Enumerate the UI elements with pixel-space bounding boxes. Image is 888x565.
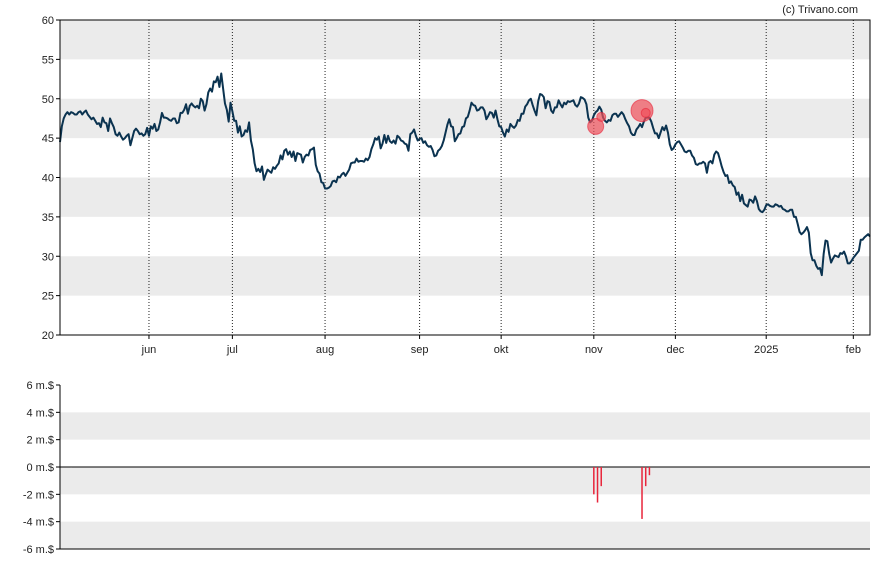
insider-marker [640, 107, 651, 118]
x-tick-label: 2025 [754, 344, 778, 356]
grid-band [60, 256, 870, 296]
x-tick-label: jul [226, 344, 238, 356]
price-x-axis: junjulaugsepoktnovdec2025febmrtapr [141, 335, 861, 356]
insider-bar [641, 467, 643, 519]
insider-grid-bands [60, 412, 870, 549]
y-tick-label: 35 [42, 212, 54, 224]
insider-trade-bars [70, 466, 651, 519]
x-tick-label: aug [316, 344, 334, 356]
copyright-text: (c) Trivano.com [782, 4, 858, 16]
y-tick-label: -4 m.$ [23, 517, 54, 529]
y-tick-label: 30 [42, 251, 54, 263]
x-tick-label: feb [846, 344, 861, 356]
price-grid-bands [60, 20, 870, 296]
insider-bar [70, 466, 72, 468]
insider-bar [600, 467, 602, 487]
y-tick-label: 25 [42, 291, 54, 303]
insider-trade-markers [587, 99, 654, 135]
insider-bar [644, 467, 647, 487]
insider-marker [587, 117, 605, 135]
y-tick-label: 45 [42, 133, 54, 145]
price-series-line [59, 72, 871, 277]
insider-bar [596, 467, 599, 503]
grid-band [60, 177, 870, 217]
grid-band [60, 412, 870, 440]
x-tick-label: dec [667, 344, 685, 356]
y-tick-label: 4 m.$ [26, 407, 54, 419]
y-tick-label: -2 m.$ [23, 489, 54, 501]
grid-band [60, 521, 870, 549]
price-y-axis: 20 25 30 35 40 45 50 55 60 [42, 15, 60, 342]
y-tick-label: 60 [42, 15, 54, 27]
x-tick-label: jun [141, 344, 157, 356]
insider-y-axis: 6 m.$ 4 m.$ 2 m.$ 0 m.$ -2 m.$ -4 m.$ -6 m.$ [23, 380, 60, 556]
y-tick-label: 0 m.$ [26, 462, 54, 474]
y-tick-label: -6 m.$ [23, 544, 54, 556]
insider-bar [593, 467, 595, 495]
y-tick-label: 20 [42, 330, 54, 342]
insider-marker [596, 111, 607, 122]
y-tick-label: 2 m.$ [26, 435, 54, 447]
y-tick-label: 40 [42, 173, 54, 185]
insider-bar [648, 467, 651, 476]
x-tick-label: nov [585, 344, 603, 356]
grid-band [60, 20, 870, 60]
grid-band [60, 467, 870, 495]
insider-trades-panel: 6 m.$ 4 m.$ 2 m.$ 0 m.$ -2 m.$ -4 m.$ -6 m.$ [23, 380, 870, 556]
y-tick-label: 6 m.$ [26, 380, 54, 392]
price-chart-frame [59, 19, 871, 336]
y-tick-label: 55 [42, 54, 54, 66]
x-tick-label: okt [494, 344, 509, 356]
y-tick-label: 50 [42, 94, 54, 106]
x-tick-label: sep [411, 344, 429, 356]
